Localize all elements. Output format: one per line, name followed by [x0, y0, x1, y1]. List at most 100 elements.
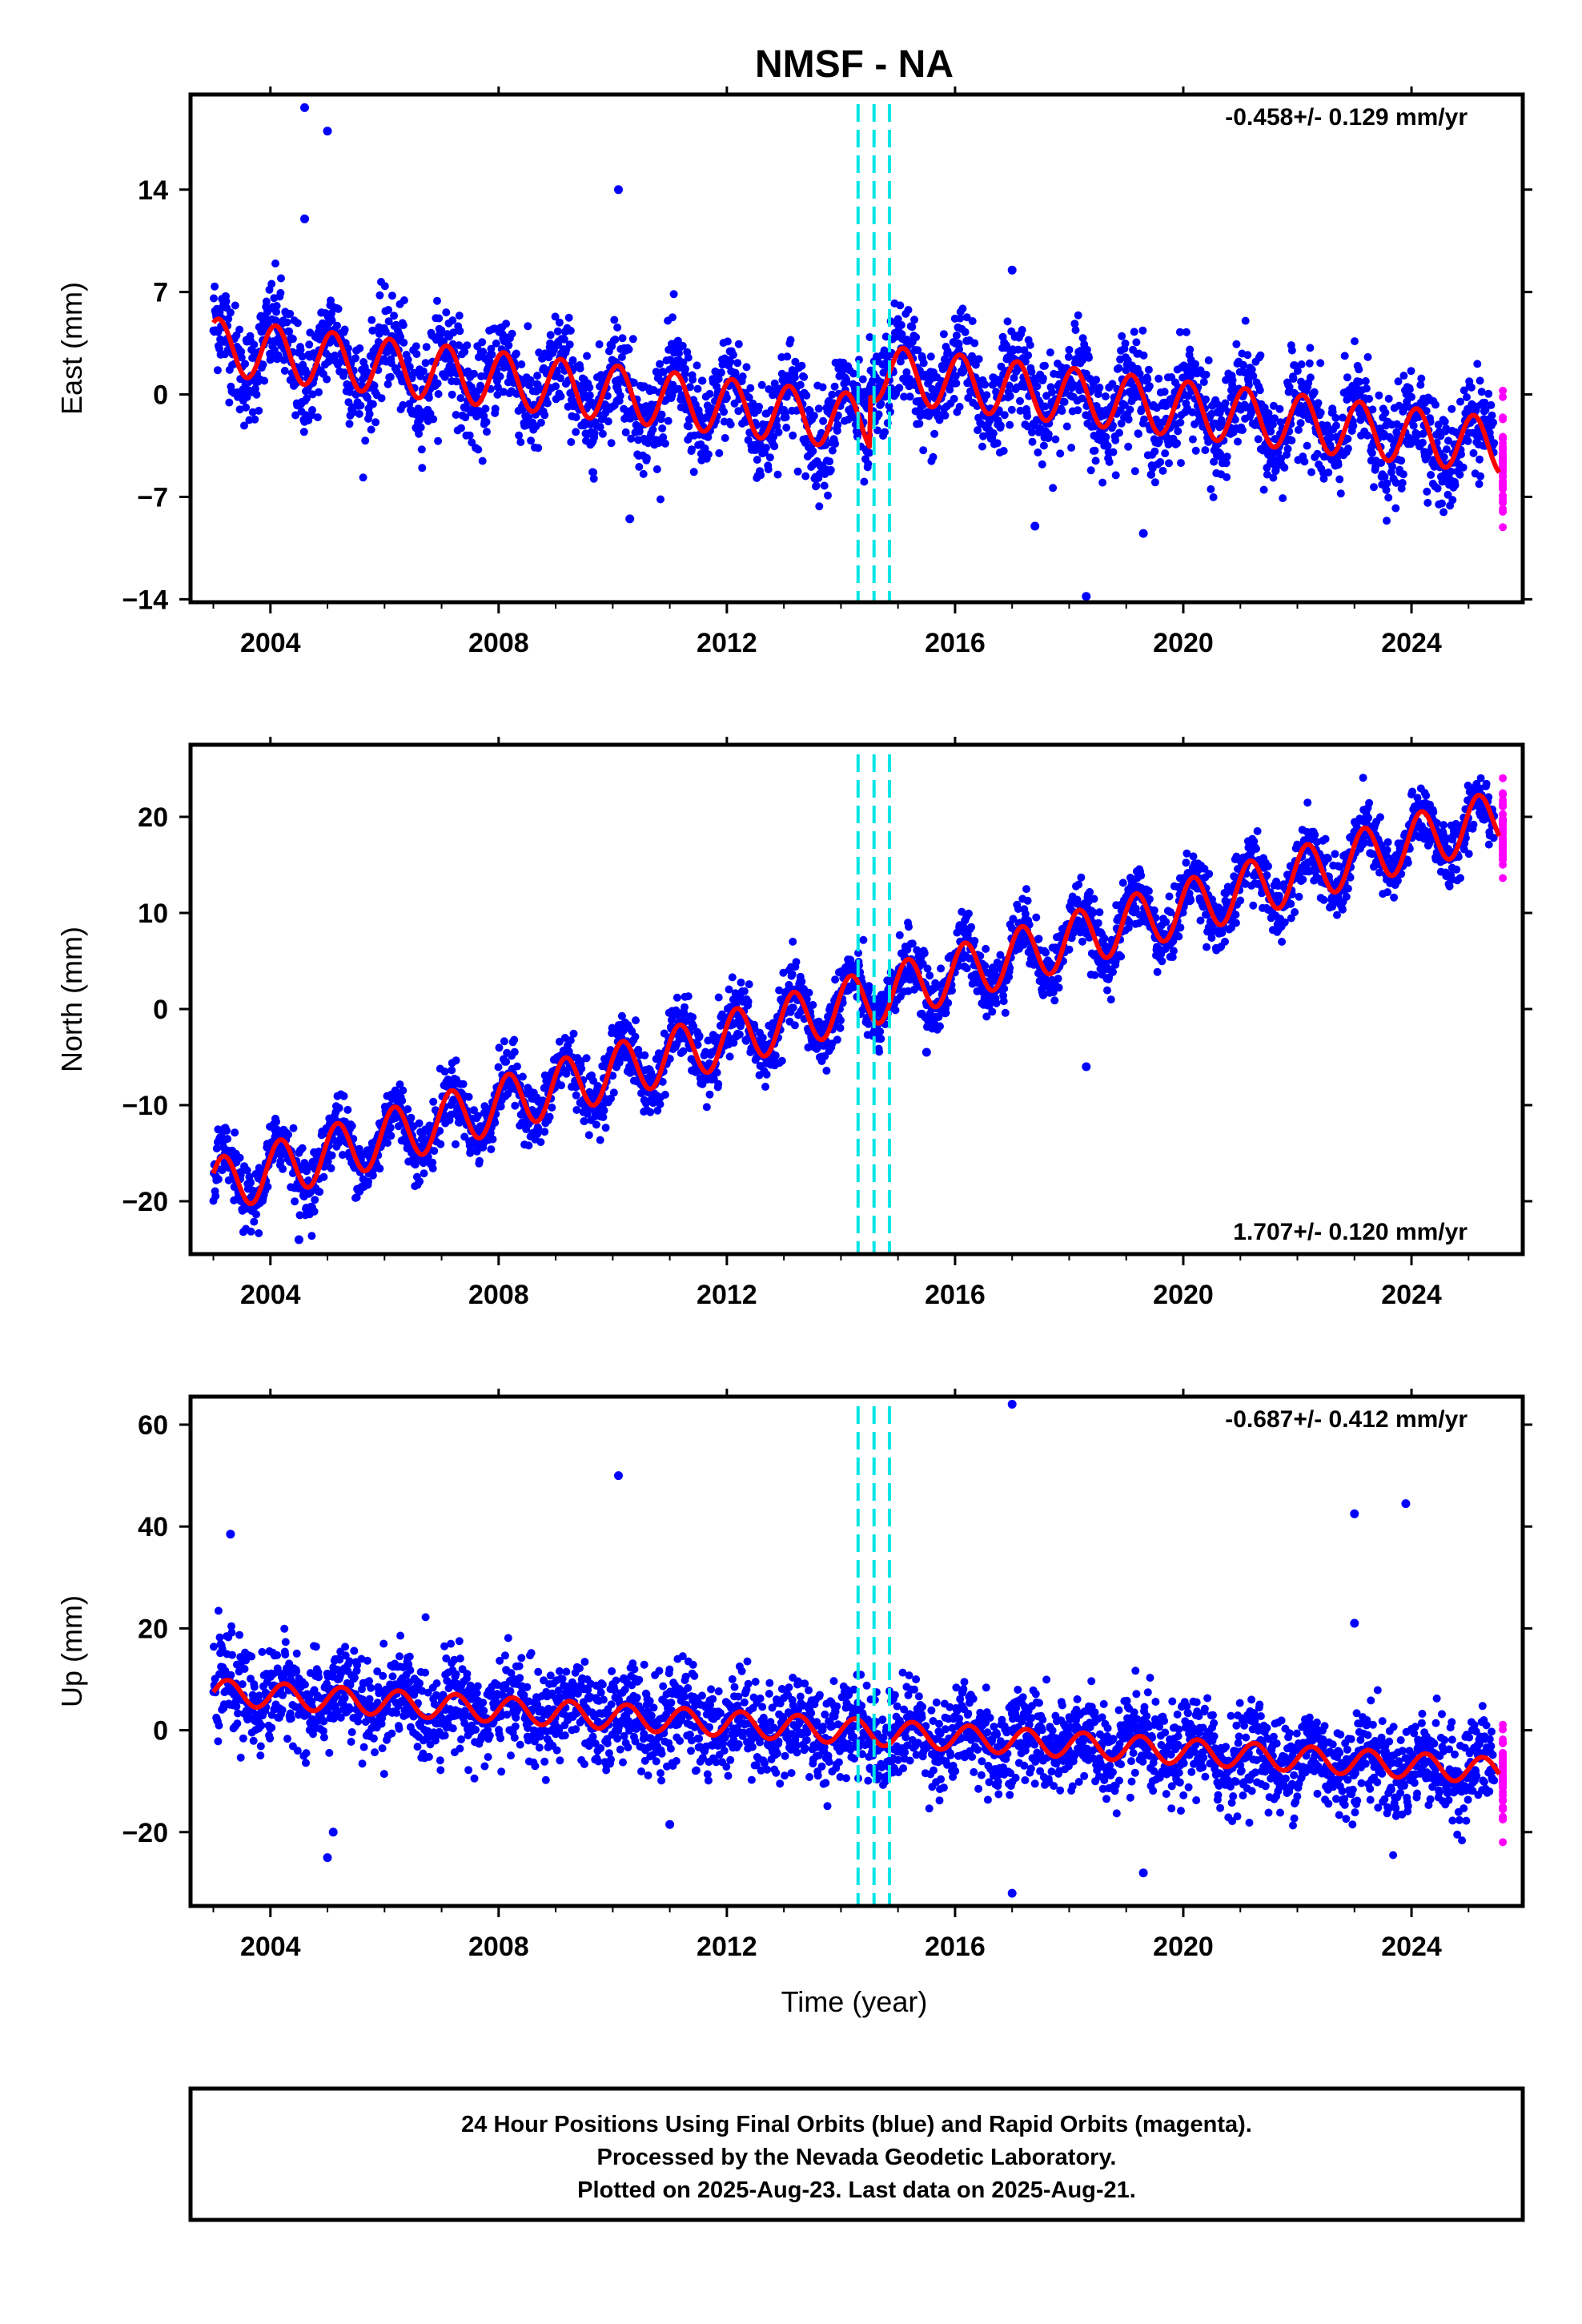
east-point [274, 351, 283, 360]
north-point [289, 1124, 298, 1132]
east-point [1399, 372, 1408, 380]
east-point [552, 368, 561, 376]
east-point [1316, 408, 1325, 417]
east-point [1024, 351, 1033, 360]
east-point [1138, 326, 1147, 335]
east-point [1039, 441, 1048, 450]
north-point [339, 1092, 348, 1100]
north-point [999, 997, 1008, 1006]
east-point [251, 415, 259, 424]
east-point [323, 375, 331, 384]
east-point [433, 379, 442, 388]
east-point [1355, 365, 1363, 374]
east-point [248, 408, 257, 416]
east-point [447, 369, 456, 378]
east-point [1115, 428, 1123, 437]
north-point [988, 1007, 997, 1016]
east-point [368, 400, 377, 408]
east-point [1174, 427, 1182, 436]
north-point [640, 1051, 649, 1059]
east-point [1310, 388, 1319, 396]
east-point [384, 317, 393, 326]
east-point [729, 351, 737, 360]
east-point [568, 356, 577, 364]
north-point [789, 937, 797, 946]
east-point [1362, 384, 1371, 393]
east-point [1134, 429, 1142, 438]
north-point [383, 1139, 391, 1148]
north-point [833, 1035, 841, 1044]
east-point [905, 392, 914, 401]
east-point [1165, 459, 1173, 468]
east-point [1067, 444, 1076, 452]
east-point [293, 319, 302, 328]
east-y-tick-label: 14 [138, 175, 168, 206]
north-point [252, 1210, 260, 1219]
east-x-tick-label: 2020 [1153, 628, 1214, 658]
north-point [291, 1197, 299, 1206]
north-point [440, 1068, 449, 1076]
east-point [1101, 392, 1110, 400]
north-point [962, 964, 971, 973]
east-point [1384, 394, 1393, 403]
east-point [488, 350, 496, 359]
north-point [737, 978, 745, 987]
east-point [1028, 437, 1037, 446]
east-point [277, 274, 285, 283]
east-point [1018, 326, 1026, 334]
east-point [919, 446, 928, 455]
east-point [1071, 326, 1080, 335]
east-point [1105, 457, 1114, 466]
east-outlier-point [1138, 529, 1148, 538]
east-point [424, 393, 433, 402]
east-point [1407, 367, 1415, 376]
east-point [1223, 452, 1231, 461]
east-point [610, 316, 619, 324]
east-point [1191, 360, 1200, 368]
east-point [616, 392, 624, 400]
east-point [1448, 496, 1457, 505]
east-point [1028, 428, 1036, 436]
east-point [689, 468, 698, 476]
east-rapid-point [1499, 497, 1508, 506]
east-point [551, 312, 560, 321]
east-point [404, 356, 412, 364]
east-point [1490, 439, 1499, 448]
east-point [812, 481, 821, 490]
east-point [1398, 479, 1407, 487]
north-point [548, 1104, 556, 1112]
north-point [452, 1056, 460, 1065]
east-point [327, 316, 336, 325]
north-point [415, 1119, 424, 1128]
east-point [1038, 460, 1046, 468]
east-point [1051, 435, 1060, 444]
east-point [824, 491, 832, 500]
east-point [422, 343, 431, 352]
east-point [1418, 438, 1427, 447]
east-x-tick-label: 2016 [925, 628, 986, 658]
east-point [1046, 348, 1054, 357]
east-point [1209, 493, 1218, 501]
east-point [1156, 458, 1165, 466]
north-point [592, 1120, 600, 1129]
north-point [876, 1027, 885, 1036]
north-point [713, 1068, 721, 1077]
north-point [582, 1054, 591, 1063]
east-point [1199, 378, 1208, 386]
north-point [540, 1128, 549, 1136]
east-point [380, 282, 389, 291]
east-point [479, 348, 488, 356]
east-point [492, 339, 500, 348]
east-point [1241, 316, 1250, 325]
north-point [744, 997, 753, 1006]
east-point [1204, 356, 1213, 364]
east-point [225, 398, 234, 407]
north-point [681, 1003, 689, 1011]
north-point [487, 1145, 496, 1154]
east-point [764, 465, 773, 473]
east-point [1439, 508, 1448, 517]
east-point [279, 356, 288, 364]
east-point [400, 296, 408, 304]
north-point [891, 1006, 900, 1015]
east-point [387, 292, 396, 300]
